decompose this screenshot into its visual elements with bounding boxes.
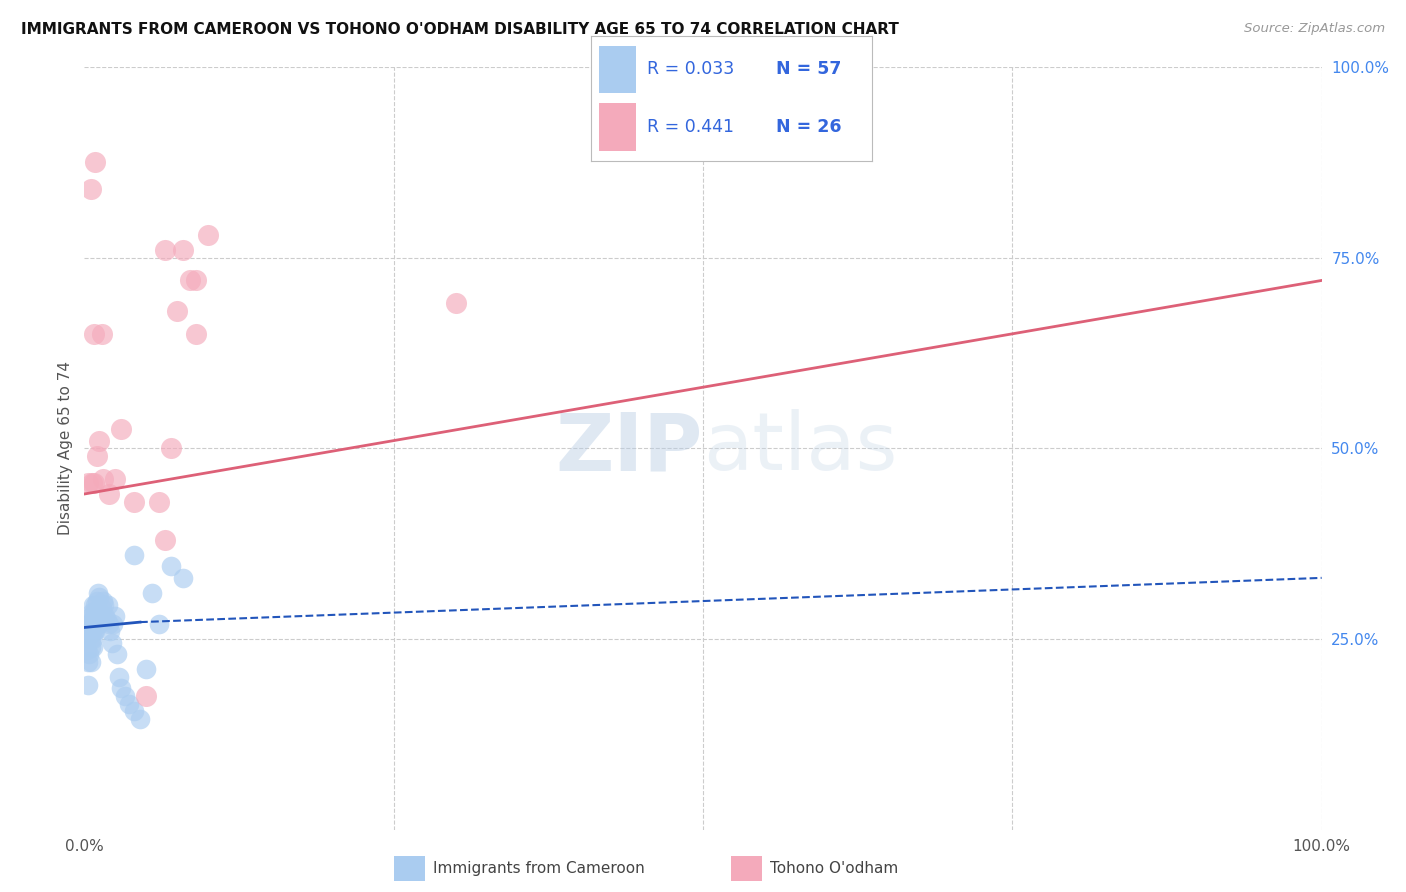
Text: N = 26: N = 26	[776, 118, 842, 136]
Point	[84, 598, 107, 612]
Point	[104, 609, 127, 624]
Point	[84, 624, 107, 639]
Text: R = 0.441: R = 0.441	[647, 118, 734, 136]
Point	[89, 590, 111, 604]
Point	[76, 643, 98, 657]
Point	[79, 655, 101, 669]
Point	[118, 697, 141, 711]
Point	[122, 704, 145, 718]
Point	[105, 647, 128, 661]
Point	[135, 689, 157, 703]
Point	[77, 655, 100, 669]
Point	[87, 605, 110, 619]
Point	[79, 647, 101, 661]
Point	[77, 475, 100, 490]
Point	[77, 678, 100, 692]
Point	[90, 601, 112, 615]
Point	[108, 670, 131, 684]
Point	[96, 613, 118, 627]
Point	[98, 624, 121, 639]
Point	[184, 326, 207, 341]
Point	[122, 548, 145, 562]
Point	[160, 559, 183, 574]
Point	[82, 632, 104, 646]
Point	[100, 636, 122, 650]
Point	[83, 475, 105, 490]
Point	[83, 605, 105, 619]
Point	[89, 616, 111, 631]
Y-axis label: Disability Age 65 to 74: Disability Age 65 to 74	[58, 361, 73, 535]
Point	[79, 616, 101, 631]
Point	[148, 494, 170, 508]
Point	[77, 624, 100, 639]
Text: N = 57: N = 57	[776, 61, 841, 78]
Point	[83, 624, 105, 639]
Point	[98, 616, 121, 631]
Point	[93, 598, 115, 612]
Bar	[599, 103, 636, 151]
Point	[114, 689, 136, 703]
Text: R = 0.033: R = 0.033	[647, 61, 734, 78]
Point	[82, 616, 104, 631]
Point	[84, 155, 107, 169]
Point	[79, 632, 101, 646]
Point	[104, 472, 127, 486]
Point	[172, 571, 194, 585]
Point	[79, 640, 101, 654]
Point	[80, 605, 103, 619]
Point	[87, 586, 110, 600]
Point	[110, 422, 132, 436]
Point	[135, 662, 157, 676]
Point	[83, 616, 105, 631]
Point	[89, 434, 111, 448]
Point	[82, 598, 104, 612]
Text: atlas: atlas	[703, 409, 897, 487]
Point	[141, 586, 163, 600]
Point	[153, 243, 176, 257]
Point	[101, 616, 124, 631]
Point	[97, 598, 120, 612]
Point	[79, 620, 101, 634]
Point	[184, 273, 207, 287]
Point	[90, 326, 112, 341]
Point	[89, 609, 111, 624]
Point	[80, 624, 103, 639]
Point	[79, 182, 101, 196]
Point	[86, 616, 108, 631]
Point	[91, 613, 114, 627]
Point	[86, 594, 108, 608]
Point	[94, 609, 117, 624]
Point	[91, 594, 114, 608]
Point	[84, 609, 107, 624]
Text: Immigrants from Cameroon: Immigrants from Cameroon	[433, 862, 645, 876]
Text: IMMIGRANTS FROM CAMEROON VS TOHONO O'ODHAM DISABILITY AGE 65 TO 74 CORRELATION C: IMMIGRANTS FROM CAMEROON VS TOHONO O'ODH…	[21, 22, 898, 37]
Point	[166, 304, 188, 318]
Point	[83, 326, 105, 341]
Point	[82, 640, 104, 654]
Point	[86, 449, 108, 463]
Point	[79, 628, 101, 642]
Text: Source: ZipAtlas.com: Source: ZipAtlas.com	[1244, 22, 1385, 36]
Point	[122, 494, 145, 508]
Text: ZIP: ZIP	[555, 409, 703, 487]
Text: Tohono O'odham: Tohono O'odham	[770, 862, 898, 876]
Point	[444, 296, 467, 310]
Point	[148, 616, 170, 631]
Point	[172, 243, 194, 257]
Point	[179, 273, 201, 287]
Point	[91, 472, 114, 486]
Point	[80, 613, 103, 627]
Point	[153, 533, 176, 547]
Point	[110, 681, 132, 696]
Point	[79, 609, 101, 624]
Point	[98, 487, 121, 501]
Point	[160, 441, 183, 455]
Point	[80, 475, 103, 490]
Point	[197, 227, 219, 242]
Point	[129, 712, 152, 726]
Bar	[599, 45, 636, 93]
